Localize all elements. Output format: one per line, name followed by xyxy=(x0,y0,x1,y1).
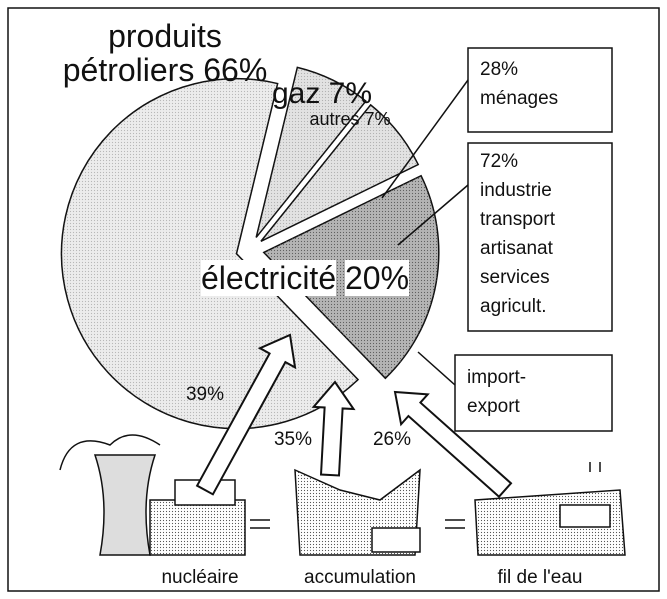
powerhouse xyxy=(371,527,421,553)
sources: 39% nucléaire 35% accumulation 26% fil de l'e… xyxy=(161,384,582,588)
use-box xyxy=(467,142,613,332)
use-text: 72% xyxy=(480,151,518,172)
slice-texture xyxy=(256,67,366,238)
source-name: nucléaire xyxy=(161,567,238,588)
use-text: ménages xyxy=(480,88,558,109)
use-text: import- xyxy=(467,367,526,388)
callout-line xyxy=(397,184,469,246)
slice-value: 7% xyxy=(364,109,391,129)
slice-value: 7% xyxy=(328,77,373,110)
slice-name: produits pétroliers xyxy=(62,18,222,88)
source-share: 26% xyxy=(373,429,411,450)
source-share: 39% xyxy=(186,384,224,405)
steam xyxy=(59,434,161,471)
use-box xyxy=(454,354,613,432)
flow-arrow xyxy=(393,390,513,499)
slice-value: 66% xyxy=(203,51,268,88)
slice-name: autres xyxy=(309,109,360,129)
flow-arrow xyxy=(311,380,356,477)
river-powerhouse xyxy=(559,504,611,528)
plants xyxy=(59,434,626,556)
use-text: artisanat xyxy=(480,238,554,259)
flow-arrows xyxy=(195,333,513,499)
use-text: agricult. xyxy=(480,296,547,317)
use-text: industrie xyxy=(480,180,552,201)
use-text: transport xyxy=(480,209,556,230)
slice-name: électricité xyxy=(200,260,337,296)
slice-name: gaz xyxy=(271,77,321,110)
slice-label: produits pétroliers 66% xyxy=(40,18,290,88)
slice-label: autres 7% xyxy=(290,110,410,129)
callouts xyxy=(381,47,613,432)
cooling-tower xyxy=(93,454,157,556)
exchange-arrows xyxy=(250,462,601,529)
slice-texture xyxy=(260,104,419,242)
reactor-building xyxy=(149,499,246,556)
callout-line xyxy=(381,79,469,199)
flow-arrow xyxy=(195,333,297,496)
use-box xyxy=(467,47,613,133)
use-text: services xyxy=(480,267,550,288)
slice-value: 20% xyxy=(345,260,410,296)
source-name: fil de l'eau xyxy=(498,567,583,588)
frame xyxy=(7,7,660,592)
source-share: 35% xyxy=(274,429,312,450)
source-name: accumulation xyxy=(304,567,416,588)
slice-label: électricité 20% xyxy=(185,260,425,296)
use-text: 28% xyxy=(480,59,518,80)
use-text: export xyxy=(467,396,521,417)
slice-label: gaz 7% xyxy=(262,78,382,110)
use-texts: 28% ménages 72% industrie transport artisanat… xyxy=(467,59,558,417)
callout-line xyxy=(417,351,456,386)
